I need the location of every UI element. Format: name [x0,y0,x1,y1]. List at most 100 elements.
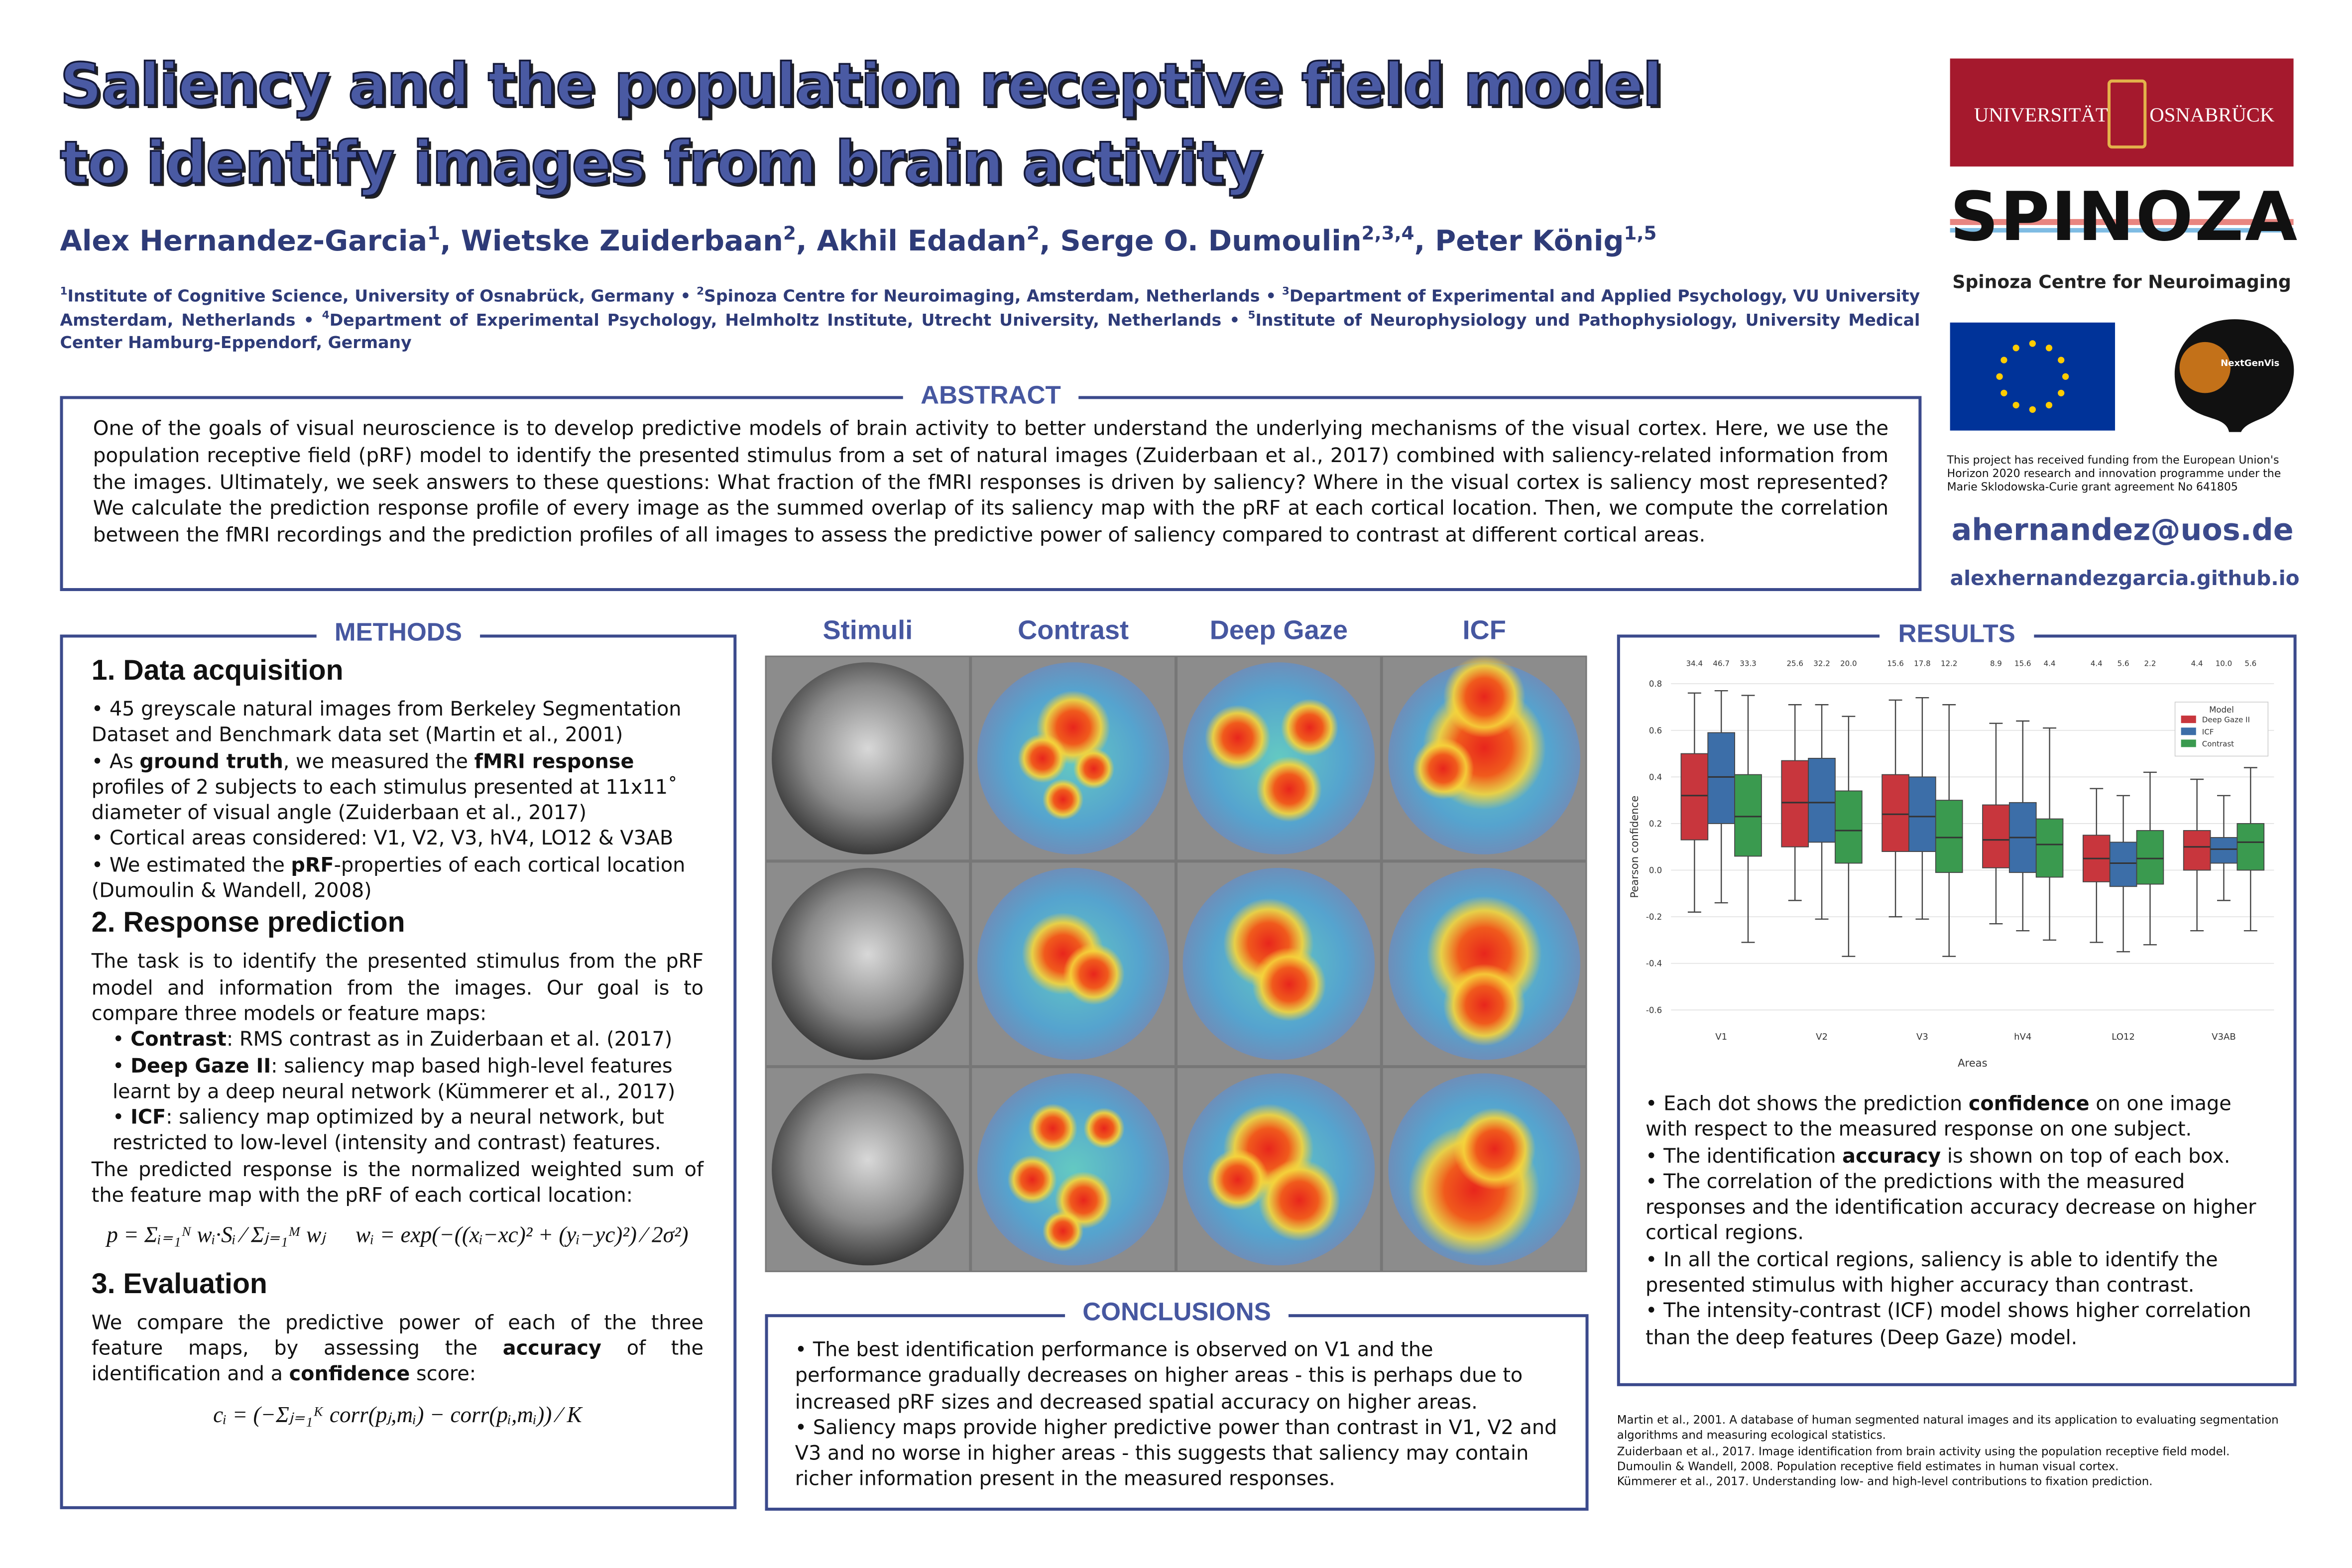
heat-blob [1443,655,1526,738]
email: ahernandez@uos.de [1951,511,2294,548]
bullet: The correlation of the predictions with … [1646,1170,2275,1248]
heat-blob [1256,756,1322,822]
accuracy-label: 4.4 [2191,659,2203,668]
accuracy-label: 25.6 [1786,659,1803,668]
affiliation: 4Department of Experimental Psychology, … [322,307,1248,330]
methods-box: METHODS 1. Data acquisition 45 greyscale … [60,618,737,1509]
equations: cᵢ = (−Σⱼ₌₁ᴷ corr(pⱼ,mᵢ) − corr(pᵢ,mᵢ)) … [92,1404,704,1430]
accuracy-label: 5.6 [2244,659,2256,668]
affiliation-text: Institute of Cognitive Science, Universi… [67,286,675,306]
x-axis-label: Areas [1958,1057,1987,1069]
box [1935,800,1963,873]
bullet: Contrast: RMS contrast as in Zuiderbaan … [113,1028,704,1054]
legend-swatch [2181,739,2196,747]
author-affiliation: 2 [783,223,796,244]
text: Cortical areas considered: V1, V2, V3, h… [109,829,674,851]
box [2236,823,2265,871]
text: We compare the predictive power of each … [91,1312,704,1361]
heat-blob [1281,699,1339,756]
affiliation-number: 4 [322,307,330,321]
star [2000,389,2007,396]
funding-note: This project has received funding from t… [1947,453,2281,494]
text: The identification [1663,1145,1843,1168]
references: Martin et al., 2001. A database of human… [1617,1413,2307,1490]
sub-bullet-list: Contrast: RMS contrast as in Zuiderbaan … [92,1028,704,1158]
author-name: Peter König [1435,225,1624,258]
box [1808,757,1836,843]
figure-cells [766,655,1586,1271]
heat-blob [1412,737,1474,800]
column-heading: Stimuli [823,615,913,645]
author: Wietske Zuiderbaan2 [461,223,817,258]
affiliation-number: 5 [1248,307,1256,321]
bullet: The identification accuracy is shown on … [1646,1144,2275,1170]
column-heading: ICF [1462,615,1506,645]
bold-text: fMRI response [474,751,634,774]
nextgenvis-logo: NextGenVis [2221,358,2279,368]
heat-blob [1206,1149,1269,1211]
legend-title: Model [2209,705,2234,715]
logo-emblem [2107,79,2147,149]
subsection-title: 1. Data acquisition [91,655,344,687]
box [2136,830,2164,885]
accuracy-label: 15.6 [2014,659,2031,668]
affiliation-text: Department of Experimental Psychology, H… [329,310,1222,330]
title-line: Saliency and the population receptive fi… [59,52,1663,121]
heat-blob [1252,947,1326,1022]
section-heading: ABSTRACT [902,381,1079,410]
subsection-title: 2. Response prediction [91,908,405,940]
bullet: ICF: saliency map optimized by a neural … [113,1106,704,1158]
text: In all the cortical regions, saliency is… [1646,1249,2218,1298]
bullet: As ground truth, we measured the fMRI re… [92,749,704,827]
results-list: Each dot shows the prediction confidence… [1646,1092,2275,1351]
text: profiles of 2 subjects to each stimulus … [91,777,678,826]
brain-logo-dots [2179,342,2231,393]
affiliation-number: 3 [1282,284,1290,298]
reference: Dumoulin & Wandell, 2008. Population rec… [1617,1459,2119,1473]
x-tick-label: V2 [1816,1032,1828,1042]
star [2058,389,2065,396]
spinoza-logo: SPINOZA [1950,177,2299,257]
heat-blob [1042,1210,1084,1252]
y-tick-label: 0.4 [1649,772,1662,782]
x-tick-label: hV4 [2014,1032,2031,1042]
bold-text: accuracy [1842,1145,1941,1168]
section-heading: RESULTS [1880,619,2033,648]
text: : saliency map based high-level features… [112,1055,676,1104]
affiliation: 1Institute of Cognitive Science, Univers… [60,285,697,306]
affiliation-text: Spinoza Centre for Neuroimaging, Amsterd… [704,286,1260,306]
star [2029,406,2036,413]
section-heading: CONCLUSIONS [1064,1298,1289,1327]
y-tick-label: -0.4 [1646,959,1662,968]
legend-label: Contrast [2202,739,2234,748]
heat-blob [1453,1107,1536,1190]
legend-swatch [2181,716,2196,724]
y-tick-label: -0.2 [1646,912,1662,922]
text: of the identification and a [91,1338,704,1387]
box [2210,837,2238,864]
heat-blob [1007,1155,1057,1205]
heat-blob [1028,1103,1077,1153]
heat-blob [1443,964,1526,1046]
text: As [109,751,140,774]
abstract-text: One of the goals of visual neuroscience … [93,418,1889,548]
bold-text: confidence [289,1364,410,1387]
accuracy-label: 20.0 [1840,659,1857,668]
author-affiliation: 1 [427,223,441,244]
bullet: The intensity-contrast (ICF) model shows… [1646,1300,2275,1351]
text: on one image with respect to the measure… [1646,1093,2232,1142]
text: Saliency maps provide higher predictive … [795,1417,1557,1492]
accuracy-label: 12.2 [1941,659,1958,668]
text: The correlation of the predictions with … [1646,1171,2256,1246]
star [2045,401,2053,409]
results-box: RESULTS Each dot shows the prediction co… [1617,619,2297,1386]
author: Peter König1,5 [1435,224,1656,258]
box [1707,732,1736,824]
heat-blob [1258,1159,1341,1241]
bold-text: pRF [291,854,334,877]
paragraph: The task is to identify the presented st… [92,950,704,1028]
heat-blob [1018,733,1067,783]
affiliation-text: Department of Experimental and Applied P… [60,286,1920,330]
section-heading: METHODS [316,618,480,647]
